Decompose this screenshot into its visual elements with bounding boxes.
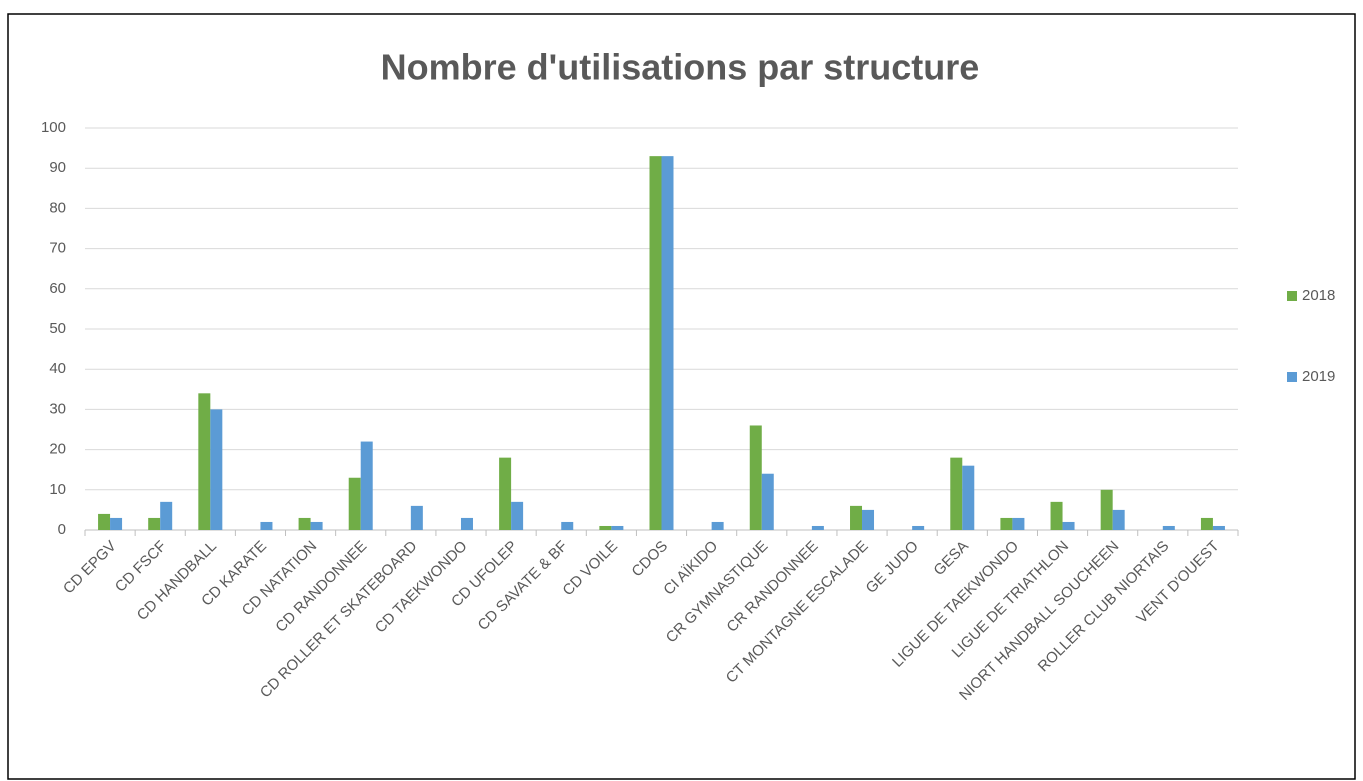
bar: [1100, 489, 1113, 530]
bar: [1162, 525, 1175, 530]
bar: [460, 517, 473, 530]
y-tick-label: 50: [49, 320, 66, 337]
bar: [360, 441, 373, 530]
bar: [862, 509, 875, 530]
bar: [661, 156, 674, 530]
bar: [1000, 517, 1013, 530]
y-tick-label: 40: [49, 360, 66, 377]
bar: [160, 501, 173, 530]
bar: [811, 525, 824, 530]
bar: [260, 521, 273, 530]
chart-title: Nombre d'utilisations par structure: [381, 47, 980, 88]
bar: [611, 525, 624, 530]
bar: [749, 425, 762, 530]
legend-swatch: [1287, 372, 1297, 382]
legend-label: 2018: [1302, 287, 1335, 304]
bar: [348, 477, 361, 530]
bar: [1050, 501, 1063, 530]
y-tick-label: 90: [49, 159, 66, 176]
bar: [210, 409, 223, 530]
bar: [599, 525, 612, 530]
bar: [110, 517, 123, 530]
bar: [1112, 509, 1125, 530]
bar: [950, 457, 963, 530]
bar: [649, 156, 662, 530]
chart-border: [7, 13, 1356, 780]
y-tick-label: 30: [49, 400, 66, 417]
bar: [298, 517, 311, 530]
bar: [198, 393, 211, 530]
bar: [148, 517, 161, 530]
bar: [761, 473, 774, 530]
y-tick-label: 20: [49, 441, 66, 458]
y-tick-label: 100: [41, 119, 66, 136]
bar: [711, 521, 724, 530]
bar: [561, 521, 574, 530]
bar: [98, 513, 111, 530]
bar: [1062, 521, 1075, 530]
bar: [850, 505, 863, 530]
y-tick-label: 60: [49, 280, 66, 297]
bar: [1012, 517, 1025, 530]
bar: [1212, 525, 1225, 530]
legend-swatch: [1287, 291, 1297, 301]
y-tick-label: 10: [49, 481, 66, 498]
bar: [511, 501, 524, 530]
bar: [499, 457, 512, 530]
bar: [1200, 517, 1213, 530]
bar: [310, 521, 323, 530]
bar: [912, 525, 925, 530]
y-tick-label: 80: [49, 199, 66, 216]
y-tick-label: 0: [58, 521, 66, 538]
legend-label: 2019: [1302, 368, 1335, 385]
bar: [410, 505, 423, 530]
bar: [962, 465, 975, 530]
y-tick-label: 70: [49, 240, 66, 257]
